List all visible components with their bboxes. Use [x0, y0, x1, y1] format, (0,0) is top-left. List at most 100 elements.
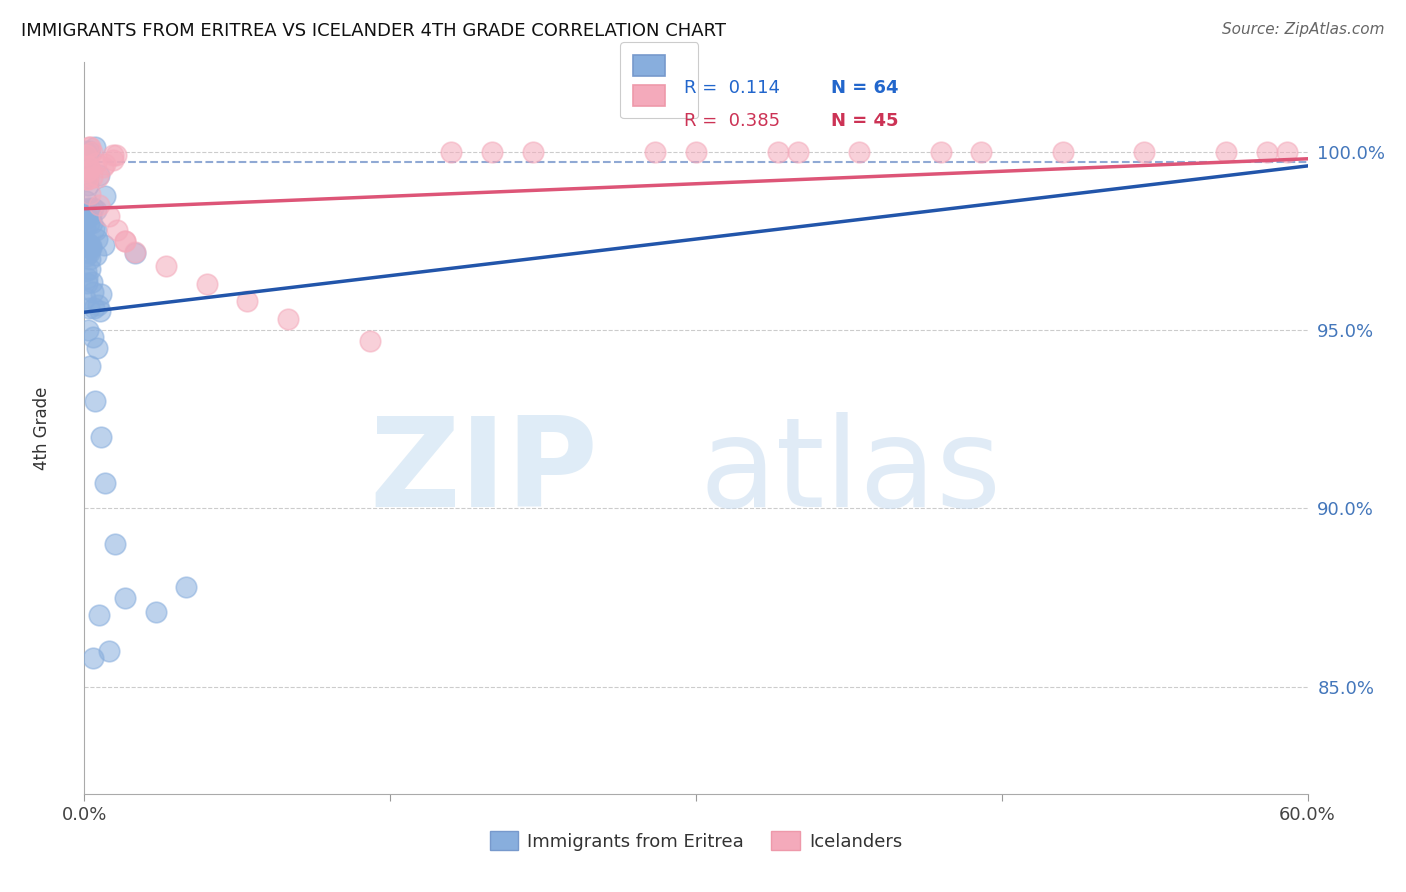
Point [104, 148, 127, 162]
Point [94, 189, 117, 203]
Point [440, 145, 463, 159]
Point [359, 334, 381, 348]
Point [76, 277, 98, 291]
Point [83, 221, 105, 235]
Point [522, 145, 544, 159]
Point [76, 162, 98, 177]
Point [79, 140, 101, 154]
Point [87, 608, 110, 623]
Point [80, 208, 103, 222]
Point [82, 169, 104, 184]
Point [104, 537, 127, 551]
Point [76, 147, 98, 161]
Point [89, 304, 111, 318]
Text: ZIP: ZIP [370, 411, 598, 533]
Point [114, 234, 136, 248]
Point [84, 156, 107, 170]
Point [75, 165, 97, 179]
Point [77, 145, 100, 159]
Point [84, 247, 107, 261]
Point [848, 145, 870, 159]
Point [787, 145, 810, 159]
Point [79, 187, 101, 202]
Point [105, 223, 128, 237]
Text: R =  0.385: R = 0.385 [683, 112, 780, 130]
Point [73, 236, 96, 251]
Point [124, 246, 146, 260]
Text: N = 64: N = 64 [831, 79, 898, 97]
Point [76, 172, 98, 186]
Point [77, 161, 100, 175]
Point [79, 359, 101, 373]
Point [76, 240, 98, 254]
Point [73, 202, 96, 216]
Point [155, 259, 177, 273]
Text: R =  0.114: R = 0.114 [683, 79, 780, 97]
Text: 4th Grade: 4th Grade [32, 386, 51, 470]
Point [79, 262, 101, 277]
Point [1215, 145, 1237, 159]
Point [86, 341, 108, 355]
Point [75, 194, 97, 208]
Point [97, 209, 120, 223]
Point [76, 238, 98, 252]
Point [75, 291, 97, 305]
Point [77, 246, 100, 260]
Point [101, 147, 124, 161]
Point [89, 169, 111, 183]
Point [84, 222, 107, 236]
Point [82, 330, 104, 344]
Point [77, 323, 100, 337]
Point [644, 145, 666, 159]
Point [76, 149, 98, 163]
Point [87, 170, 110, 185]
Point [83, 301, 105, 315]
Point [86, 232, 108, 246]
Point [83, 140, 105, 154]
Point [685, 145, 707, 159]
Point [80, 242, 103, 256]
Point [114, 591, 136, 605]
Point [79, 252, 101, 266]
Point [94, 157, 117, 171]
Point [84, 203, 107, 218]
Point [80, 216, 103, 230]
Point [77, 140, 100, 154]
Point [76, 211, 98, 226]
Point [1277, 145, 1299, 159]
Point [75, 264, 97, 278]
Point [73, 144, 96, 158]
Point [82, 145, 104, 159]
Point [93, 476, 115, 491]
Text: atlas: atlas [700, 411, 1002, 533]
Point [79, 301, 101, 316]
Point [174, 580, 197, 594]
Point [97, 644, 120, 658]
Point [1052, 145, 1074, 159]
Point [90, 286, 112, 301]
Point [766, 145, 789, 159]
Point [73, 170, 96, 185]
Point [93, 238, 115, 252]
Point [76, 159, 98, 173]
Point [76, 178, 98, 193]
Point [970, 145, 993, 159]
Point [1133, 145, 1156, 159]
Point [76, 270, 98, 285]
Point [83, 394, 105, 409]
Point [80, 275, 103, 289]
Text: IMMIGRANTS FROM ERITREA VS ICELANDER 4TH GRADE CORRELATION CHART: IMMIGRANTS FROM ERITREA VS ICELANDER 4TH… [21, 22, 725, 40]
Point [145, 605, 167, 619]
Point [77, 162, 100, 177]
Point [77, 216, 100, 230]
Point [75, 220, 97, 235]
Point [481, 145, 503, 159]
Point [114, 234, 136, 248]
Point [87, 198, 110, 212]
Text: N = 45: N = 45 [831, 112, 898, 130]
Legend: Immigrants from Eritrea, Icelanders: Immigrants from Eritrea, Icelanders [482, 824, 910, 858]
Point [101, 153, 124, 167]
Point [93, 160, 115, 174]
Point [75, 249, 97, 263]
Point [277, 312, 299, 326]
